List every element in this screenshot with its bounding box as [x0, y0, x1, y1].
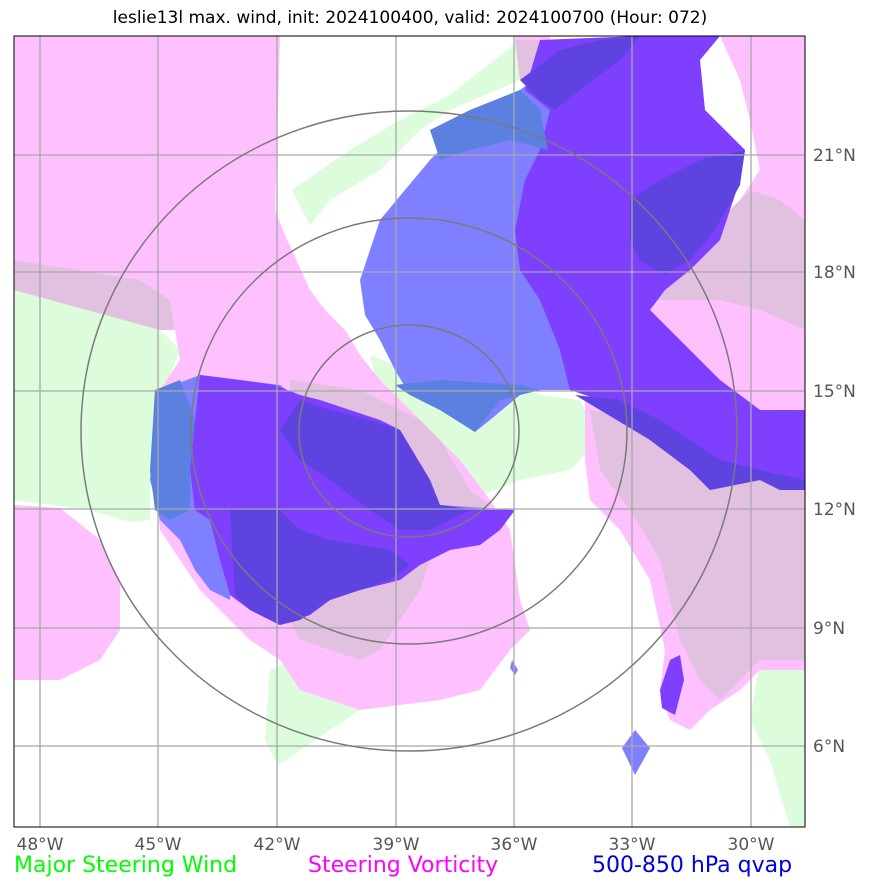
range-ring-middle — [190, 217, 628, 645]
range-ring-outer — [80, 110, 738, 752]
legend-steering-vorticity: Steering Vorticity — [308, 853, 499, 878]
lat-tick-label: 6°N — [813, 737, 845, 757]
lon-tick-labels: 48°W 45°W 42°W 39°W 36°W 33°W 30°W — [17, 835, 775, 855]
lon-tick-label: 48°W — [17, 835, 64, 855]
gridlines — [14, 36, 805, 827]
lon-tick-label: 42°W — [254, 835, 301, 855]
lat-tick-label: 21°N — [813, 146, 856, 166]
range-rings — [80, 110, 738, 752]
range-ring-inner — [298, 324, 520, 538]
lon-tick-label: 39°W — [373, 835, 420, 855]
lon-tick-label: 30°W — [728, 835, 775, 855]
plot-frame — [13, 35, 806, 828]
lat-tick-label: 12°N — [813, 500, 856, 520]
map-title: leslie13l max. wind, init: 2024100400, v… — [112, 8, 708, 28]
qvap-wind-overlap-layer — [230, 36, 805, 625]
lat-tick-label: 9°N — [813, 619, 845, 639]
qvap-overlap-blue-layer — [150, 90, 560, 520]
lon-tick-label: 36°W — [491, 835, 538, 855]
lat-tick-labels: 21°N 18°N 15°N 12°N 9°N 6°N — [813, 146, 856, 757]
lat-tick-label: 18°N — [813, 263, 856, 283]
lon-tick-label: 45°W — [135, 835, 182, 855]
legend-qvap: 500-850 hPa qvap — [592, 853, 793, 878]
lat-tick-label: 15°N — [813, 382, 856, 402]
legend-steering-wind: Major Steering Wind — [14, 853, 238, 878]
lon-tick-label: 33°W — [609, 835, 656, 855]
